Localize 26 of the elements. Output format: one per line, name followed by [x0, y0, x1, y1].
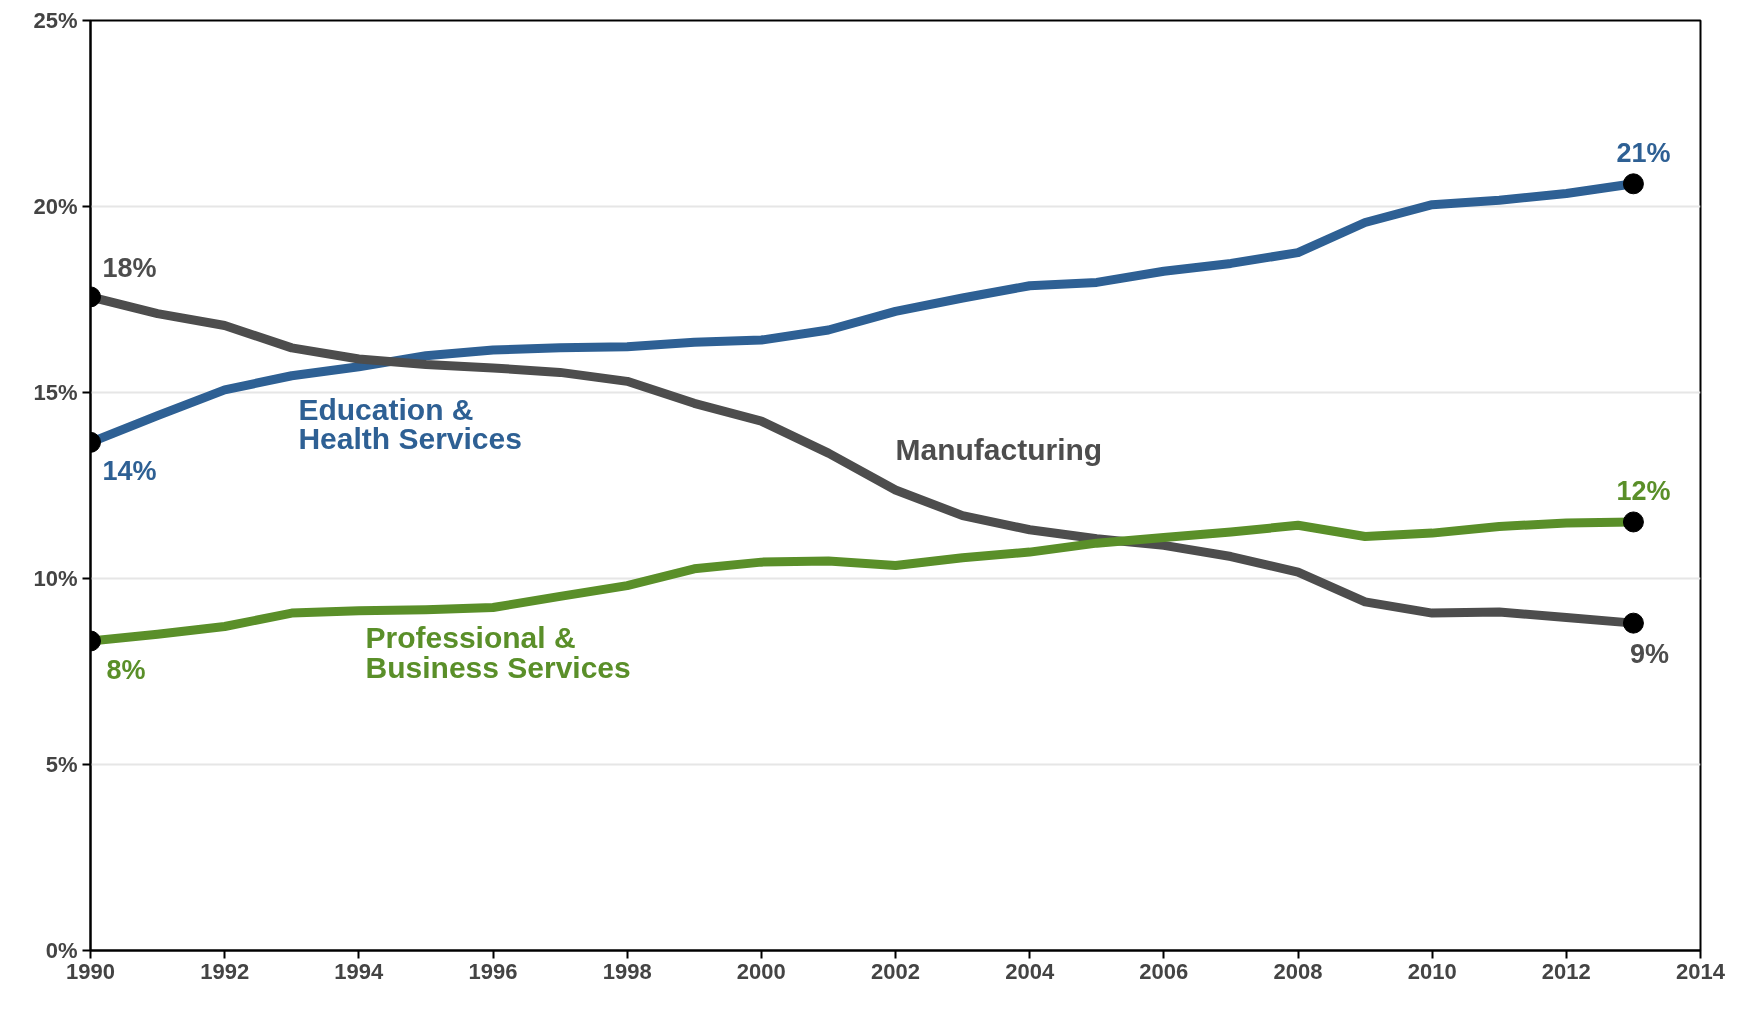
x-tick-label: 2002	[871, 958, 920, 984]
annotation: 9%	[1629, 639, 1669, 670]
x-tick-label: 2014	[1676, 958, 1726, 984]
x-tick-label: 1992	[200, 958, 250, 984]
series-label: Education & Health Services	[298, 392, 522, 456]
x-tick-label: 2008	[1273, 958, 1323, 984]
x-tick-label: 2006	[1139, 958, 1189, 984]
x-tick-label: 2012	[1541, 958, 1591, 984]
annotation: 21%	[1616, 137, 1671, 168]
x-tick-label: 1994	[334, 958, 385, 984]
annotation: 8%	[106, 655, 146, 685]
annotation: 12%	[1616, 475, 1671, 506]
annotation: 14%	[102, 456, 157, 487]
x-tick-label: 1998	[602, 958, 652, 984]
y-tick-label: 5%	[45, 752, 78, 777]
y-tick-label: 25%	[33, 8, 78, 33]
series-label: Professional & Business Services	[365, 621, 631, 684]
y-tick-label: 10%	[33, 566, 78, 591]
y-tick-label: 15%	[33, 380, 78, 405]
x-tick-label: 2000	[736, 958, 786, 984]
x-tick-label: 1996	[468, 958, 518, 984]
annotation: 18%	[102, 252, 157, 283]
x-tick-label: 2004	[1005, 958, 1055, 984]
y-tick-label: 20%	[33, 194, 78, 219]
series-label: Manufacturing	[895, 433, 1103, 467]
x-tick-label: 2010	[1407, 958, 1457, 984]
